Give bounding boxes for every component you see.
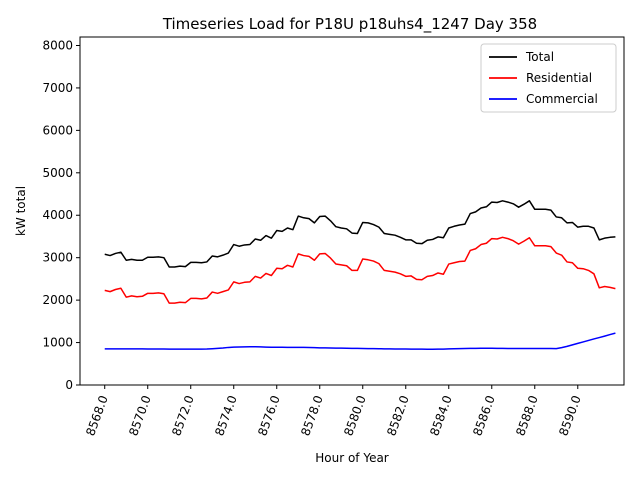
y-tick-label: 8000 [42, 38, 73, 52]
legend: Total Residential Commercial [480, 43, 617, 113]
series-line-total [104, 200, 616, 268]
y-tick-label: 6000 [42, 123, 73, 137]
legend-label-residential: Residential [526, 71, 592, 85]
plot-lines [104, 200, 616, 350]
series-line-commercial [104, 332, 616, 350]
y-tick-label: 4000 [42, 208, 73, 222]
axes-frame [79, 36, 625, 386]
legend-label-commercial: Commercial [526, 92, 598, 106]
series-line-residential [104, 236, 616, 304]
y-tick-label: 0 [65, 378, 73, 392]
y-axis-label: kW total [14, 186, 28, 236]
y-axis-ticks: 0 1000 2000 3000 4000 5000 6000 7000 8000 [42, 38, 80, 392]
y-tick-label: 2000 [42, 293, 73, 307]
y-tick-label: 1000 [42, 336, 73, 350]
legend-box [480, 43, 617, 113]
x-axis-label: Hour of Year [315, 451, 389, 465]
chart-title: Timeseries Load for P18U p18uhs4_1247 Da… [162, 15, 537, 34]
y-tick-label: 5000 [42, 166, 73, 180]
legend-label-total: Total [525, 50, 554, 64]
y-tick-label: 3000 [42, 251, 73, 265]
y-tick-label: 7000 [42, 81, 73, 95]
